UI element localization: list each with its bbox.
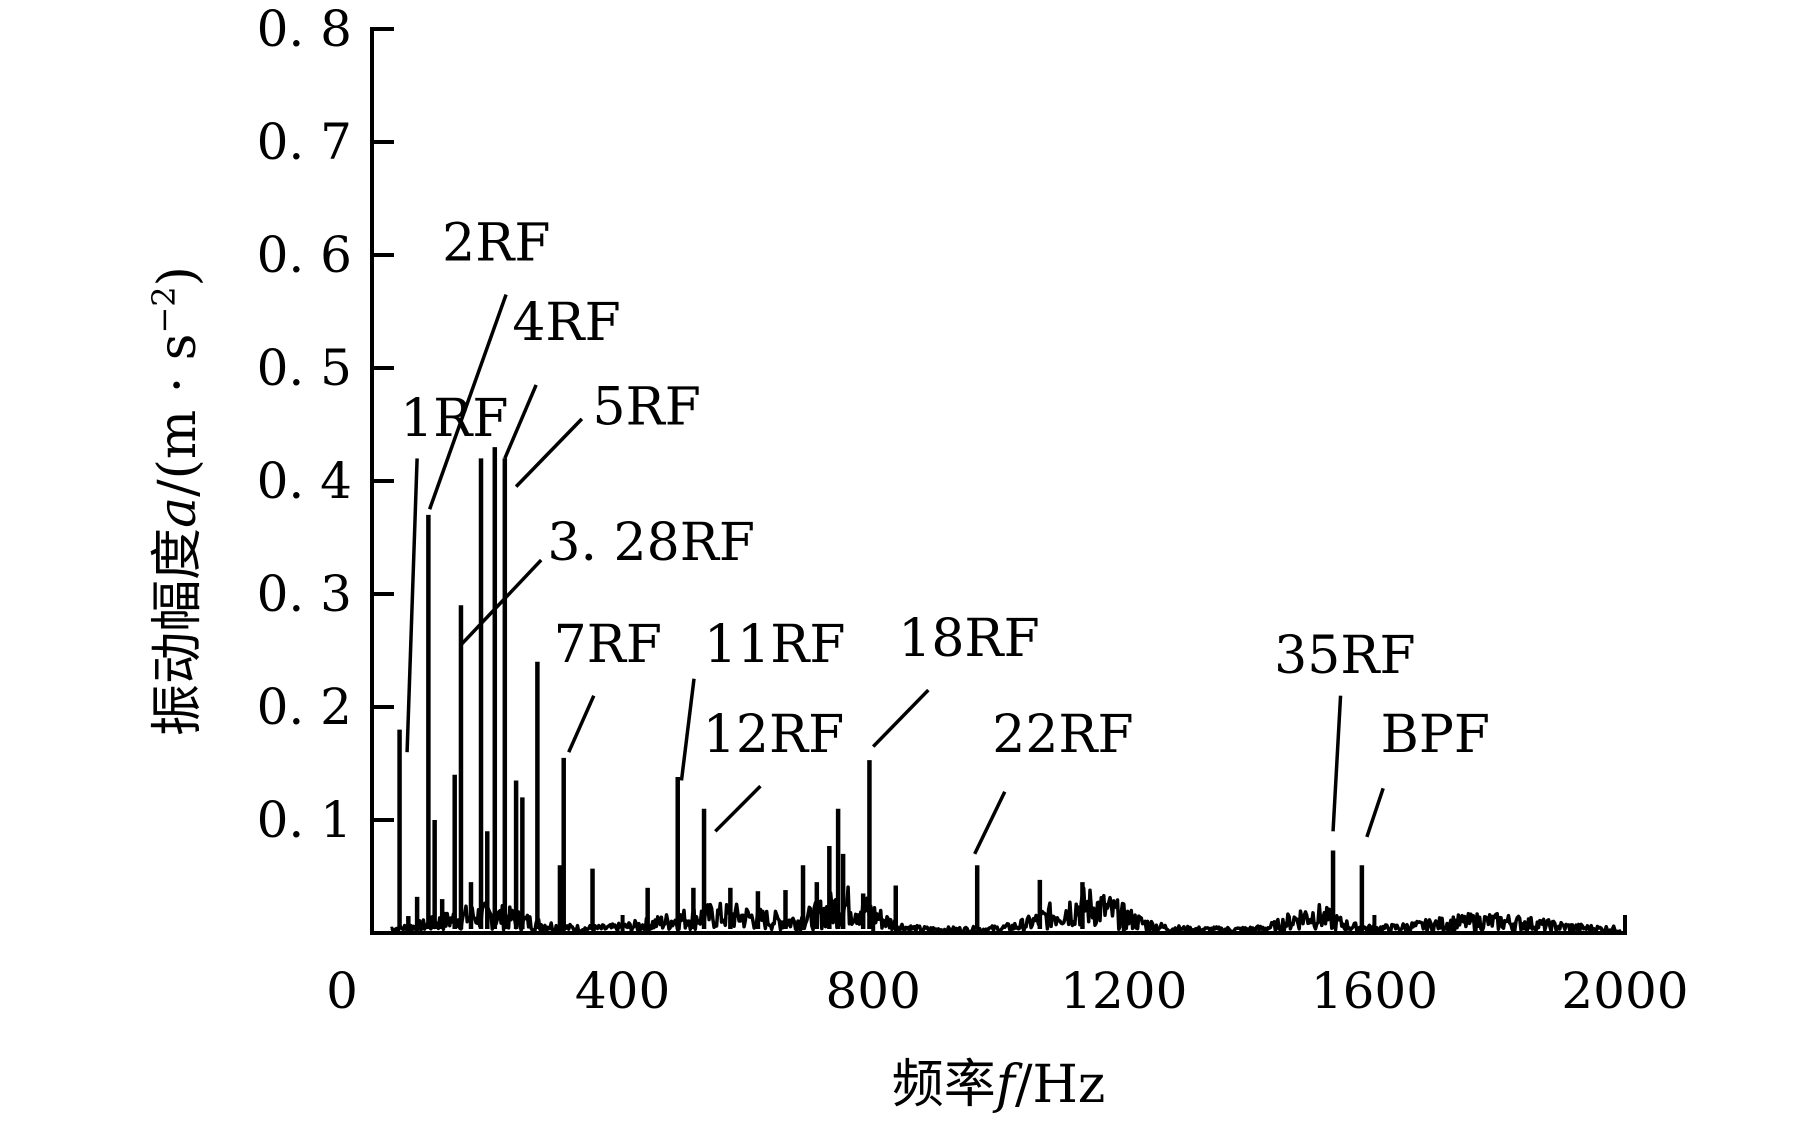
y-tick-label: 0. 1 bbox=[257, 791, 352, 849]
annotation-label: 12RF bbox=[703, 705, 844, 765]
annotation-label: 18RF bbox=[898, 609, 1039, 669]
y-axis-title-unit-close: ) bbox=[148, 266, 208, 286]
annotation-line bbox=[427, 293, 508, 510]
tick-labels: 0. 1 0. 2 0. 3 0. 4 0. 5 0. 6 0. 7 0. 8 0 400 800 1… bbox=[257, 0, 1689, 1020]
y-tick-label: 0. 2 bbox=[257, 678, 352, 736]
annotation-label: 2RF bbox=[442, 214, 550, 274]
annotation-label: 1RF bbox=[400, 389, 508, 449]
x-axis-title-prefix: 频率 bbox=[892, 1055, 996, 1115]
y-tick-label: 0. 6 bbox=[257, 226, 352, 284]
annotation-line bbox=[459, 558, 543, 647]
noise-floor bbox=[390, 885, 1623, 935]
y-tick-label: 0. 3 bbox=[257, 565, 352, 623]
annotation-line bbox=[503, 384, 538, 460]
y-axis-title-prefix: 振动幅度 bbox=[148, 528, 208, 736]
annotation-line bbox=[871, 688, 930, 748]
y-axis-title-unit-open: /(m · s bbox=[148, 334, 208, 497]
y-axis-title-var: a bbox=[148, 497, 208, 528]
annotation-leader-lines bbox=[405, 293, 1385, 855]
annotation-label: BPF bbox=[1381, 705, 1490, 765]
x-axis-title: 频率f/Hz bbox=[892, 1055, 1106, 1115]
x-tick-label: 1600 bbox=[1311, 962, 1438, 1020]
annotation-line bbox=[973, 790, 1007, 855]
annotation-label: 3. 28RF bbox=[547, 513, 755, 573]
x-tick-label: 800 bbox=[825, 962, 920, 1020]
annotation-line bbox=[714, 784, 762, 833]
annotation-label: 4RF bbox=[512, 293, 620, 353]
annotation-labels: 1RF 2RF 4RF 5RF 3. 28RF 7RF 11RF 12RF 18RF 22RF 35… bbox=[400, 214, 1490, 766]
annotation-line bbox=[405, 458, 419, 753]
annotation-line bbox=[567, 694, 596, 753]
x-tick-label: 0 bbox=[326, 962, 358, 1020]
y-tick-label: 0. 8 bbox=[257, 0, 352, 58]
annotation-label: 35RF bbox=[1274, 626, 1415, 686]
annotation-line bbox=[679, 678, 696, 781]
spectrum-peaks bbox=[397, 447, 1365, 929]
y-axis-title-sup: −2 bbox=[145, 286, 183, 333]
annotation-line bbox=[1365, 787, 1385, 838]
annotation-line bbox=[1331, 695, 1343, 832]
y-tick-label: 0. 7 bbox=[257, 113, 352, 171]
x-tick-label: 1200 bbox=[1060, 962, 1187, 1020]
axes bbox=[370, 27, 1627, 935]
annotation-line bbox=[514, 417, 584, 488]
y-tick-label: 0. 4 bbox=[257, 452, 352, 510]
x-tick-label: 2000 bbox=[1561, 962, 1688, 1020]
y-axis-title: 振动幅度a/(m · s−2) bbox=[145, 266, 208, 736]
x-axis-title-unit: /Hz bbox=[1015, 1055, 1105, 1115]
y-tick-label: 0. 5 bbox=[257, 339, 352, 397]
x-tick-label: 400 bbox=[575, 962, 670, 1020]
annotation-label: 5RF bbox=[593, 378, 701, 438]
noise-path bbox=[390, 885, 1623, 935]
annotation-label: 22RF bbox=[992, 705, 1133, 765]
annotation-label: 11RF bbox=[704, 615, 845, 675]
annotation-label: 7RF bbox=[554, 615, 662, 675]
